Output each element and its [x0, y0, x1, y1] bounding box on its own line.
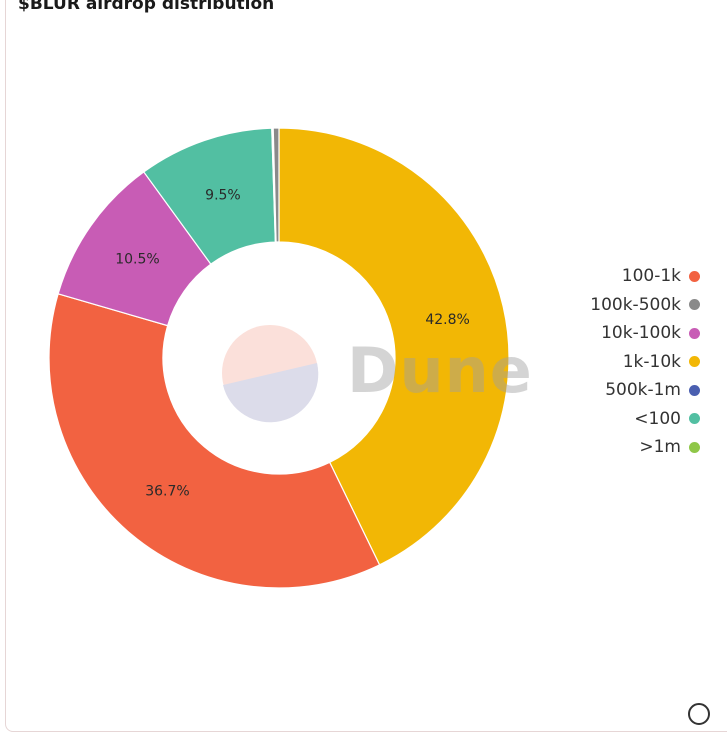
donut-chart: 42.8% 36.7% 10.5% 9.5%	[48, 127, 510, 589]
legend-item[interactable]: 100k-500k	[560, 291, 700, 320]
slice-100-1k[interactable]	[48, 293, 381, 589]
chart-legend: 100-1k 100k-500k 10k-100k 1k-10k 500k-1m <100…	[560, 262, 700, 462]
legend-label: 1k-10k	[622, 351, 681, 372]
chart-title: $BLUR airdrop distribution	[18, 0, 275, 14]
legend-dot-icon	[689, 299, 700, 311]
legend-dot-icon	[689, 327, 700, 339]
legend-dot-icon	[689, 356, 700, 368]
slice-100k-500k[interactable]	[272, 127, 280, 243]
slice-label-10k-100k: 10.5%	[115, 252, 159, 268]
slice-1k-10k[interactable]	[278, 127, 510, 566]
legend-label: <100	[634, 408, 681, 429]
slice-labels: 42.8% 36.7% 10.5% 9.5%	[115, 187, 470, 499]
legend-dot-icon	[689, 441, 700, 453]
slice-label-100-1k: 36.7%	[145, 483, 189, 499]
legend-label: 100k-500k	[590, 294, 681, 315]
legend-dot-icon	[689, 270, 700, 282]
legend-item[interactable]: 100-1k	[560, 262, 700, 291]
legend-item[interactable]: <100	[560, 405, 700, 434]
slice-label-<100: 9.5%	[205, 187, 241, 203]
chart-options-icon[interactable]	[688, 703, 710, 725]
legend-label: 500k-1m	[605, 380, 681, 401]
legend-item[interactable]: 500k-1m	[560, 376, 700, 405]
legend-item[interactable]: 10k-100k	[560, 319, 700, 348]
donut-slices	[48, 127, 510, 589]
legend-item[interactable]: 1k-10k	[560, 348, 700, 377]
legend-label: 100-1k	[621, 266, 681, 287]
legend-label: 10k-100k	[601, 323, 681, 344]
slice-label-1k-10k: 42.8%	[425, 312, 469, 328]
legend-label: >1m	[639, 437, 681, 458]
dune-watermark: Dune	[347, 334, 533, 407]
dune-logo-icon	[222, 325, 319, 423]
legend-dot-icon	[689, 384, 700, 396]
legend-dot-icon	[689, 413, 700, 425]
legend-item[interactable]: >1m	[560, 433, 700, 462]
